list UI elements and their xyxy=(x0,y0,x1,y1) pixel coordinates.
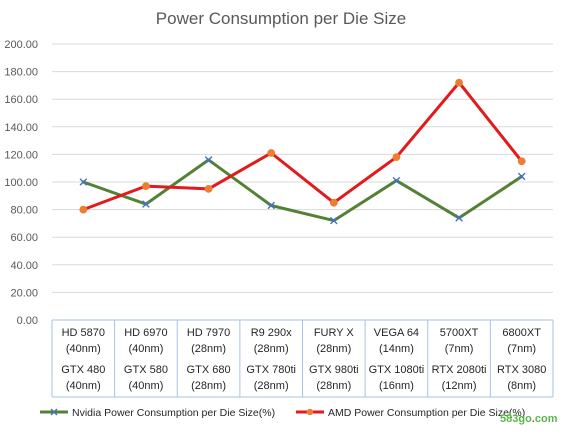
legend-item: Nvidia Power Consumption per Die Size(%) xyxy=(40,407,275,419)
x-tick-label: (28nm) xyxy=(191,343,226,355)
y-tick-label: 200.00 xyxy=(4,39,38,51)
data-point xyxy=(455,214,463,222)
x-tick-label: GTX 480 xyxy=(61,364,105,376)
data-point xyxy=(267,201,275,210)
series-1 xyxy=(79,156,526,225)
data-point xyxy=(392,153,401,162)
data-point xyxy=(267,149,276,157)
data-point xyxy=(204,156,213,164)
data-point xyxy=(142,182,150,191)
y-tick-label: 60.00 xyxy=(10,232,38,244)
x-tick-label: (12nm) xyxy=(442,380,477,392)
y-tick-label: 180.00 xyxy=(4,67,38,79)
x-tick-label: GTX 1080ti xyxy=(369,364,425,376)
legend-label: Nvidia Power Consumption per Die Size(%) xyxy=(72,407,275,419)
y-tick-label: 80.00 xyxy=(10,205,38,217)
x-tick-label: RTX 2080ti xyxy=(432,364,487,376)
x-axis-table: HD 5870 (40nm) GTX 480 (40nm) HD 6970 (40nm) G… xyxy=(51,319,554,398)
x-tick-label: FURY X xyxy=(314,327,355,339)
x-tick-label: HD 7970 xyxy=(187,327,230,339)
x-tick-label: R9 290x xyxy=(251,327,292,339)
x-tick-label: GTX 980ti xyxy=(309,364,359,376)
x-tick-label: (28nm) xyxy=(316,343,351,355)
x-tick-label: HD 5870 xyxy=(62,327,105,339)
x-tick-label: 6800XT xyxy=(502,327,541,339)
series-line xyxy=(81,81,524,212)
y-tick-label: 120.00 xyxy=(4,149,38,161)
x-tick-label: GTX 580 xyxy=(124,364,168,376)
data-point xyxy=(517,172,526,181)
gridlines xyxy=(52,43,553,321)
x-tick-label: GTX 680 xyxy=(187,364,231,376)
series-layer xyxy=(79,78,526,225)
x-tick-label: 5700XT xyxy=(440,327,479,339)
y-tick-label: 40.00 xyxy=(10,260,38,272)
data-point xyxy=(455,78,463,87)
x-tick-label: (28nm) xyxy=(254,343,289,355)
data-point xyxy=(142,200,150,208)
legend-marker xyxy=(50,408,58,416)
data-point xyxy=(204,185,213,193)
series-2 xyxy=(79,78,526,214)
x-tick-label: (14nm) xyxy=(379,343,414,355)
y-tick-label: 20.00 xyxy=(10,287,38,299)
watermark-main: 583go xyxy=(500,413,532,425)
y-tick-label: 100.00 xyxy=(4,177,38,189)
x-tick-label: (28nm) xyxy=(254,380,289,392)
x-tick-label: VEGA 64 xyxy=(374,327,419,339)
data-point xyxy=(79,178,88,186)
watermark-suffix: com xyxy=(535,413,558,425)
x-tick-label: HD 6970 xyxy=(124,327,167,339)
y-tick-label: 160.00 xyxy=(4,94,38,106)
legend-item: AMD Power Consumption per Die Size(%) xyxy=(296,407,525,419)
legend-label: AMD Power Consumption per Die Size(%) xyxy=(328,407,525,419)
x-tick-label: (8nm) xyxy=(507,380,536,392)
series-line xyxy=(81,158,524,223)
x-tick-label: (7nm) xyxy=(507,343,536,355)
data-point xyxy=(392,176,401,185)
x-tick-label: (7nm) xyxy=(445,343,474,355)
x-tick-label: RTX 3080 xyxy=(497,364,546,376)
watermark: 583go.com xyxy=(500,413,558,425)
watermark-dot: . xyxy=(532,413,535,425)
x-tick-label: GTX 780ti xyxy=(246,364,296,376)
y-tick-label: 140.00 xyxy=(4,122,38,134)
chart-title: Power Consumption per Die Size xyxy=(156,9,406,28)
x-tick-label: (28nm) xyxy=(316,380,351,392)
x-tick-label: (40nm) xyxy=(66,380,101,392)
y-tick-label: 0.00 xyxy=(17,315,38,327)
y-axis: 0.00 20.00 40.00 60.00 80.00 100.00 120.00 140.… xyxy=(4,39,38,327)
x-tick-label: (40nm) xyxy=(66,343,101,355)
data-point xyxy=(330,216,338,225)
data-point xyxy=(79,205,88,214)
x-tick-label: (40nm) xyxy=(129,380,164,392)
data-point xyxy=(517,157,526,166)
x-tick-label: (28nm) xyxy=(191,380,226,392)
legend: Nvidia Power Consumption per Die Size(%)… xyxy=(40,407,525,419)
legend-marker xyxy=(306,408,314,416)
data-point xyxy=(329,198,338,207)
x-tick-label: (16nm) xyxy=(379,380,414,392)
x-tick-label: (40nm) xyxy=(129,343,164,355)
